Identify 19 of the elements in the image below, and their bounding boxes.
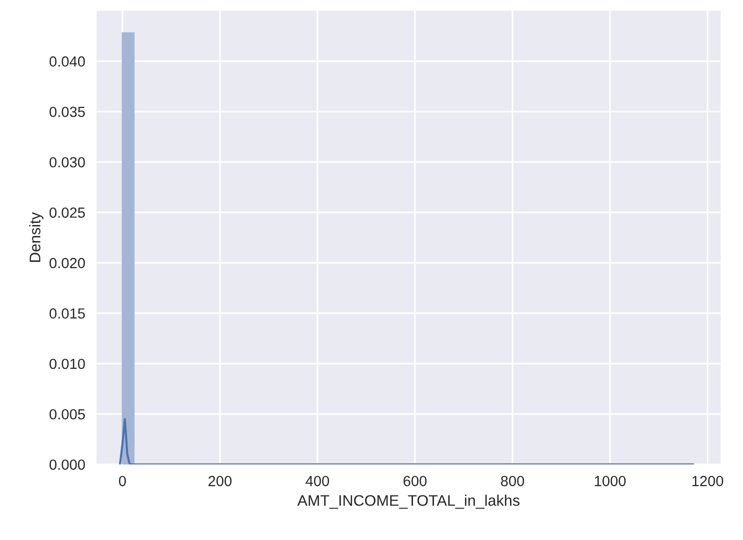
y-tick-label: 0.015 — [50, 308, 85, 319]
y-tick-label: 0.010 — [50, 358, 85, 370]
line-series — [118, 418, 694, 464]
x-axis-title: AMT_INCOME_TOTAL_in_lakhs — [297, 494, 520, 509]
x-tick-label: 400 — [306, 476, 330, 486]
y-tick-label: 0.035 — [50, 106, 85, 118]
y-tick-label: 0.000 — [50, 460, 85, 470]
x-tick-label: 1000 — [594, 476, 626, 486]
x-tick-label: 600 — [404, 476, 427, 486]
y-tick-label: 0.020 — [50, 258, 85, 268]
y-tick-label: 0.005 — [50, 409, 85, 420]
y-tick-label: 0.030 — [50, 157, 85, 168]
y-tick-label: 0.040 — [50, 56, 85, 67]
y-axis-title: Density — [29, 212, 44, 262]
x-tick-label: 800 — [500, 476, 524, 486]
x-tick-label: 0 — [118, 476, 126, 486]
x-tick-label: 1200 — [692, 476, 724, 486]
x-tick-label: 200 — [208, 476, 232, 486]
y-tick-label: 0.025 — [50, 208, 85, 218]
